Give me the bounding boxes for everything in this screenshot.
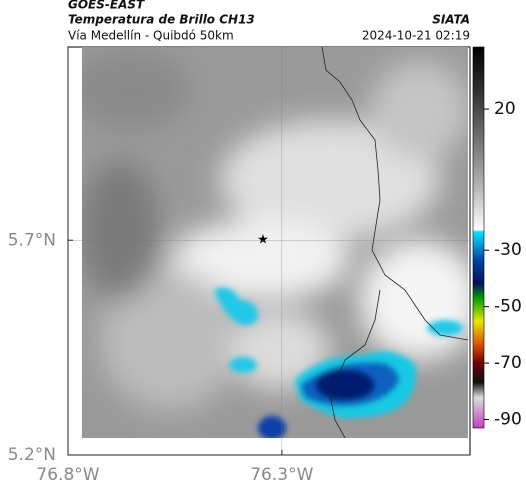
cloud [100,270,240,410]
colorbar-tick-label: 20 [494,99,516,119]
product: Temperatura de Brillo CH13 [68,13,255,27]
cloud-cell [258,416,286,438]
colorbar-tick-label: -50 [494,297,522,317]
source: SIATA [432,13,470,27]
cloud-cell [315,369,375,401]
cloud [220,120,440,240]
cloud-cell [427,320,463,336]
location-marker: ★ [257,233,269,248]
boundary [329,289,381,438]
y-tick-label: 5.7°N [8,230,56,250]
datetime: 2024-10-21 02:19 [362,29,470,43]
cloud [370,60,468,160]
cloud-cell [214,287,258,326]
cloud-cell [229,357,257,373]
satellite-image [82,47,468,438]
cloud [230,310,330,390]
x-tick-label: 76.8°W [36,465,99,485]
colorbar-tick-label: -70 [494,353,522,373]
cloud [170,220,350,300]
colorbar-tick-label: -30 [494,240,522,260]
cloud [82,50,190,130]
route: Vía Medellín - Quibdó 50km [68,29,234,43]
y-tick-label: 5.2°N [8,445,56,465]
cloud [82,160,160,300]
cold-clouds [214,287,463,438]
colorbar-tick-label: -90 [494,410,522,430]
boundary [321,47,468,341]
colorbar [472,46,485,429]
x-tick-label: 76.3°W [250,465,313,485]
satellite: GOES-EAST [68,0,145,12]
